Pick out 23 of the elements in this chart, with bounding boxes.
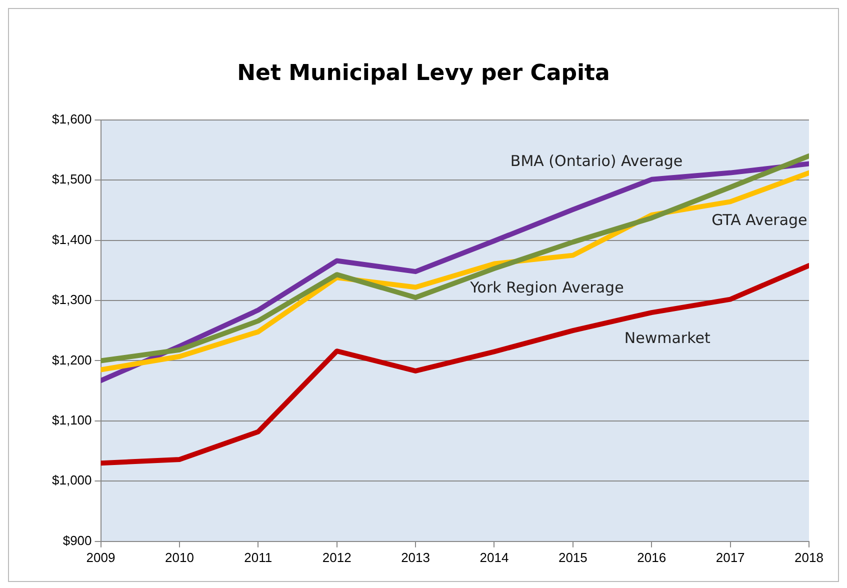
y-tick-label: $1,300 — [52, 292, 92, 308]
y-tick-label: $1,400 — [52, 232, 92, 247]
x-tick-label: 2010 — [164, 550, 194, 565]
x-tick-label: 2013 — [401, 550, 430, 565]
x-tick-label: 2014 — [480, 550, 509, 565]
y-tick-label: $900 — [62, 532, 92, 548]
chart-title: Net Municipal Levy per Capita — [236, 61, 611, 86]
x-tick-label: 2018 — [794, 550, 824, 565]
series-label: BMA (Ontario) Average — [510, 152, 683, 170]
x-tick-label: 2011 — [244, 550, 272, 565]
x-tick-label: 2015 — [558, 550, 588, 565]
x-tick-label: 2009 — [86, 550, 116, 565]
y-tick-label: $1,100 — [52, 412, 92, 428]
series-label: York Region Average — [469, 278, 624, 296]
x-tick-label: 2016 — [637, 550, 666, 565]
y-tick-label: $1,000 — [52, 472, 92, 488]
y-tick-label: $1,600 — [52, 111, 92, 126]
y-tick-label: $1,200 — [52, 352, 92, 368]
x-tick-label: 2017 — [716, 550, 745, 565]
series-label: Newmarket — [624, 328, 710, 347]
series-label: GTA Average — [712, 210, 808, 229]
y-tick-label: $1,500 — [52, 172, 92, 187]
x-tick-label: 2012 — [322, 550, 352, 565]
